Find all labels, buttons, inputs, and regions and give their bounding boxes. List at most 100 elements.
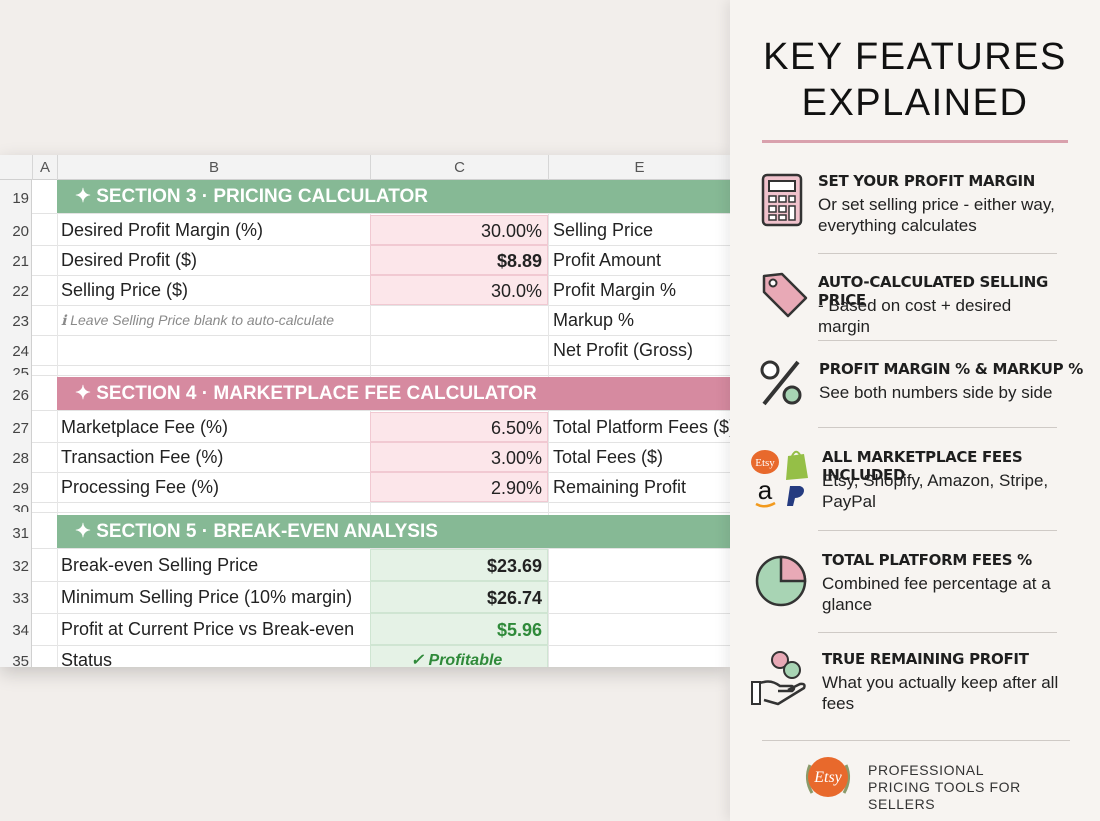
- row-number: 29: [12, 480, 29, 497]
- result-label: Profit Amount: [553, 250, 662, 270]
- row-number-column: [0, 180, 32, 667]
- feature-title: AUTO-CALCULATED SELLING PRICE: [818, 273, 1049, 309]
- feature-divider: [818, 253, 1057, 254]
- result-label: Total Platform Fees ($): [553, 417, 730, 437]
- feature-divider: [818, 530, 1057, 531]
- feature-description: - Based on cost + desired margin: [818, 296, 1012, 336]
- tag-icon: [762, 272, 808, 318]
- row-number: 28: [12, 450, 29, 467]
- result-label: Profit Margin %: [553, 280, 677, 300]
- input-cell: ✓ Profitable: [370, 645, 548, 667]
- input-cell: 30.00%: [370, 215, 548, 245]
- input-cell: $26.74: [370, 581, 548, 613]
- row-number: 24: [12, 343, 29, 360]
- row-gridline: [32, 305, 730, 306]
- row-label: Desired Profit Margin (%): [61, 220, 264, 240]
- row-gridline: [32, 375, 730, 376]
- feature-divider: [818, 632, 1057, 633]
- row-label: Profit at Current Price vs Break-even: [61, 619, 355, 639]
- row-number: 26: [12, 387, 29, 404]
- row-number: 31: [12, 525, 29, 542]
- note: ℹ Leave Selling Price blank to auto-calc…: [61, 312, 335, 328]
- row-number: 25: [12, 365, 29, 375]
- row-number: 21: [12, 253, 29, 270]
- row-number: 35: [12, 653, 29, 667]
- footer-divider: [762, 740, 1070, 741]
- row-label: Status: [61, 650, 113, 667]
- hand-coins-icon: [751, 651, 806, 706]
- feature-title: SET YOUR PROFIT MARGIN: [818, 172, 1036, 190]
- input-cell: $5.96: [370, 613, 548, 645]
- row-gridline: [32, 365, 730, 366]
- marketplace-logos: Etsy a: [751, 450, 808, 508]
- spreadsheet: A B C E 19 20 21 22 23 24 25 26 27 28 29 30 31 32 33 34 35 ✦ …: [0, 155, 730, 667]
- section-header: ✦ SECTION 3 · PRICING CALCULATOR: [57, 180, 730, 213]
- input-cell: 3.00%: [370, 442, 548, 472]
- row-gridline: [32, 335, 730, 336]
- result-label: Total Fees ($): [553, 447, 664, 467]
- column-header: C: [370, 155, 548, 180]
- row-gridline: [32, 502, 730, 503]
- feature-title: TOTAL PLATFORM FEES %: [822, 551, 1032, 569]
- column-header-row: [0, 155, 730, 180]
- footer-badge: Etsy: [805, 757, 851, 797]
- row-number: 33: [12, 590, 29, 607]
- input-cell: 30.0%: [370, 275, 548, 305]
- result-label: Selling Price: [553, 220, 654, 240]
- result-label: Markup %: [553, 310, 635, 330]
- row-number: 30: [12, 502, 29, 512]
- footer-tagline: PROFESSIONAL PRICING TOOLS FOR SELLERS: [868, 762, 1021, 812]
- row-label: Transaction Fee (%): [61, 447, 224, 467]
- feature-description: Or set selling price - either way, every…: [818, 195, 1055, 235]
- result-label: Net Profit (Gross): [553, 340, 694, 360]
- column-header: B: [57, 155, 370, 180]
- footer-badge-text: Etsy: [813, 769, 842, 786]
- feature-description: See both numbers side by side: [819, 383, 1053, 402]
- row-gridline: [32, 512, 730, 513]
- result-label: Remaining Profit: [553, 477, 687, 497]
- features-panel: KEY FEATURES EXPLAINED Etsy a Etsy PROF: [730, 0, 1100, 821]
- calculator-icon: [761, 173, 803, 227]
- percent-icon: [760, 360, 802, 406]
- pie-icon: [755, 555, 807, 607]
- feature-description: What you actually keep after all fees: [822, 673, 1059, 713]
- row-number: 19: [12, 190, 29, 207]
- row-number: 32: [12, 558, 29, 575]
- column-header: E: [548, 155, 730, 180]
- input-cell: 2.90%: [370, 472, 548, 502]
- row-number: 22: [12, 283, 29, 300]
- input-cell: $8.89: [370, 245, 548, 275]
- row-label: Break-even Selling Price: [61, 555, 259, 575]
- feature-title: PROFIT MARGIN % & MARKUP %: [819, 360, 1083, 378]
- row-label: Desired Profit ($): [61, 250, 198, 270]
- row-gridline: [32, 410, 730, 411]
- column-gridline: [548, 180, 549, 667]
- title-divider: [762, 140, 1068, 143]
- row-gridline: [32, 213, 730, 214]
- section-header: ✦ SECTION 4 · MARKETPLACE FEE CALCULATOR: [57, 377, 730, 410]
- row-label: Minimum Selling Price (10% margin): [61, 587, 353, 607]
- row-label: Selling Price ($): [61, 280, 189, 300]
- row-label: Processing Fee (%): [61, 477, 220, 497]
- row-gridline: [32, 548, 730, 549]
- feature-title: ALL MARKETPLACE FEES INCLUDED: [822, 448, 1023, 484]
- row-number: 20: [12, 223, 29, 240]
- input-cell: $23.69: [370, 549, 548, 581]
- feature-title: TRUE REMAINING PROFIT: [822, 650, 1029, 668]
- row-label: Marketplace Fee (%): [61, 417, 229, 437]
- etsy-logo: Etsy: [755, 457, 775, 469]
- feature-description: Etsy, Shopify, Amazon, Stripe, PayPal: [822, 471, 1049, 511]
- feature-divider: [818, 427, 1057, 428]
- row-number: 27: [12, 420, 29, 437]
- column-header: A: [32, 155, 57, 180]
- column-gridline: [57, 180, 58, 667]
- input-cell: 6.50%: [370, 412, 548, 442]
- section-header: ✦ SECTION 5 · BREAK-EVEN ANALYSIS: [57, 515, 730, 548]
- feature-description: Combined fee percentage at a glance: [822, 574, 1051, 614]
- amazon-logo: a: [758, 475, 773, 505]
- feature-divider: [818, 340, 1057, 341]
- row-number: 34: [12, 622, 29, 639]
- panel-title: KEY FEATURES EXPLAINED: [763, 36, 1067, 124]
- row-number: 23: [12, 313, 29, 330]
